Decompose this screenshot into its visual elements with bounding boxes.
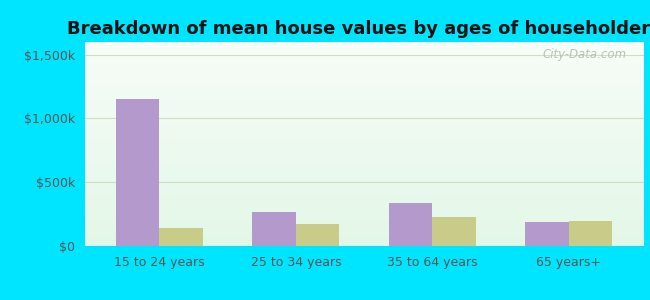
Bar	[432, 217, 476, 246]
Bar	[389, 202, 432, 246]
Bar	[296, 224, 339, 246]
Bar	[159, 227, 203, 246]
Bar	[525, 222, 569, 246]
Title: Breakdown of mean house values by ages of householders: Breakdown of mean house values by ages o…	[67, 20, 650, 38]
Bar	[116, 99, 159, 246]
Bar	[569, 221, 612, 246]
Bar	[252, 212, 296, 246]
Text: City-Data.com: City-Data.com	[543, 48, 627, 61]
